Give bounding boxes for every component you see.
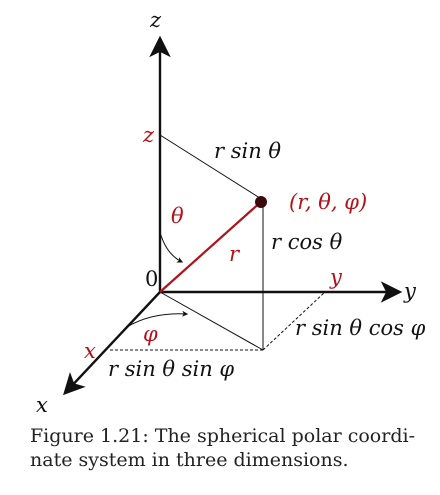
point-label: (r, θ, φ) [289, 190, 367, 214]
y-projection-line [262, 291, 326, 351]
caption-line-1: Figure 1.21: The spherical polar coordi- [30, 425, 415, 447]
phi-label: φ [143, 322, 158, 346]
vertical-segment-label: r cos θ [271, 230, 343, 254]
radial-projection-line [159, 291, 264, 351]
figure-caption: Figure 1.21: The spherical polar coordi-… [30, 424, 430, 472]
front-segment-label: r sin θ sin φ [108, 357, 234, 381]
side-segment-label: r sin θ cos φ [295, 316, 426, 340]
spherical-coordinates-diagram: z y x 0 z y x (r, θ, φ) r θ φ r sin θ r … [36, 8, 426, 417]
top-segment-label: r sin θ [214, 139, 281, 163]
x-axis-label: x [36, 393, 48, 417]
y-projection-label: y [329, 265, 343, 289]
radius-label: r [229, 242, 241, 266]
z-projection-label: z [142, 123, 155, 147]
origin-label: 0 [145, 267, 158, 291]
x-axis [63, 291, 161, 396]
theta-arc [159, 231, 184, 263]
z-axis-label: z [149, 8, 162, 32]
z-projection-line [159, 134, 264, 201]
theta-label: θ [171, 204, 184, 228]
radius-vector [159, 199, 264, 293]
point-marker [255, 196, 267, 208]
x-projection-label: x [84, 339, 96, 363]
y-axis-label: y [403, 279, 417, 303]
caption-line-2: nate system in three dimensions. [30, 449, 349, 471]
phi-arc [126, 310, 189, 328]
